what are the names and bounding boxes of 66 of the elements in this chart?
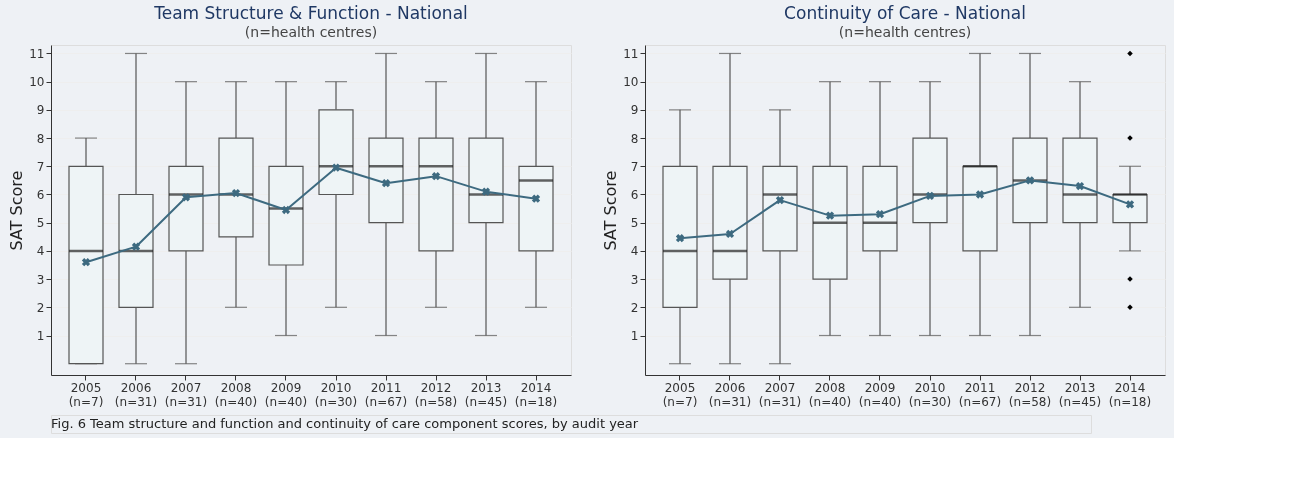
y-tick-label: 8 [630, 131, 639, 146]
x-tick-label: 2009 (n=40) [264, 380, 308, 409]
point [231, 188, 241, 198]
y-tick-label: 11 [29, 46, 45, 61]
y-tick-label: 5 [36, 216, 45, 231]
y-tick-label: 5 [630, 216, 639, 231]
point [281, 205, 291, 215]
y-tick-label: 1 [36, 329, 45, 344]
x-tick-label: 2012 (n=58) [1008, 380, 1052, 409]
point [725, 229, 735, 239]
x-tick-label: 2008 (n=40) [808, 380, 852, 409]
x-tick-label: 2007 (n=31) [758, 380, 802, 409]
y-tick-label: 2 [630, 300, 639, 315]
y-tick-label: 3 [630, 272, 639, 287]
x-tick-label: 2005 (n=7) [68, 380, 104, 409]
chart-title: Continuity of Care - National [784, 3, 1026, 23]
y-tick-label: 3 [36, 272, 45, 287]
y-tick-label: 8 [36, 131, 45, 146]
x-tick-label: 2010 (n=30) [314, 380, 358, 409]
x-tick-label: 2009 (n=40) [858, 380, 902, 409]
chart-subtitle: (n=health centres) [838, 24, 972, 40]
point [531, 194, 541, 203]
x-tick-label: 2011 (n=67) [364, 380, 408, 409]
point [1075, 181, 1085, 191]
y-axis-title: SAT Score [601, 170, 621, 251]
y-tick-label: 9 [630, 103, 639, 118]
point [825, 211, 835, 220]
y-tick-label: 10 [623, 75, 639, 90]
y-tick-label: 9 [36, 103, 45, 118]
x-tick-label: 2013 (n=45) [464, 380, 508, 409]
y-tick-label: 4 [630, 244, 639, 259]
y-tick-label: 7 [36, 159, 45, 174]
y-tick-label: 4 [36, 244, 45, 259]
chart-subtitle: (n=health centres) [244, 24, 378, 40]
point [675, 234, 685, 243]
y-tick-label: 6 [630, 187, 639, 202]
point [775, 195, 785, 205]
x-tick-label: 2006 (n=31) [708, 380, 752, 409]
point [431, 172, 441, 181]
y-tick-label: 7 [630, 159, 639, 174]
point [331, 163, 341, 172]
x-tick-label: 2014 (n=18) [514, 380, 558, 409]
point [181, 193, 191, 202]
caption: Fig. 6 Team structure and function and continuity of care component scores, by audit year [51, 416, 639, 431]
x-tick-label: 2010 (n=30) [908, 380, 952, 409]
y-tick-label: 10 [29, 75, 45, 90]
y-tick-label: 11 [623, 46, 639, 61]
chart-title: Team Structure & Function - National [153, 3, 468, 23]
x-tick-label: 2007 (n=31) [164, 380, 208, 409]
point [481, 187, 491, 196]
y-tick-label: 1 [630, 329, 639, 344]
y-tick-label: 6 [36, 187, 45, 202]
x-tick-label: 2005 (n=7) [662, 380, 698, 409]
x-tick-label: 2012 (n=58) [414, 380, 458, 409]
point [81, 258, 91, 267]
point [381, 179, 391, 188]
x-tick-label: 2008 (n=40) [214, 380, 258, 409]
point [925, 191, 935, 201]
point [875, 210, 885, 219]
x-tick-label: 2006 (n=31) [114, 380, 158, 409]
point [131, 242, 141, 251]
x-tick-label: 2011 (n=67) [958, 380, 1002, 409]
y-tick-label: 2 [36, 300, 45, 315]
y-axis-title: SAT Score [7, 170, 27, 251]
x-tick-label: 2013 (n=45) [1058, 380, 1102, 409]
x-tick-label: 2014 (n=18) [1108, 380, 1152, 409]
